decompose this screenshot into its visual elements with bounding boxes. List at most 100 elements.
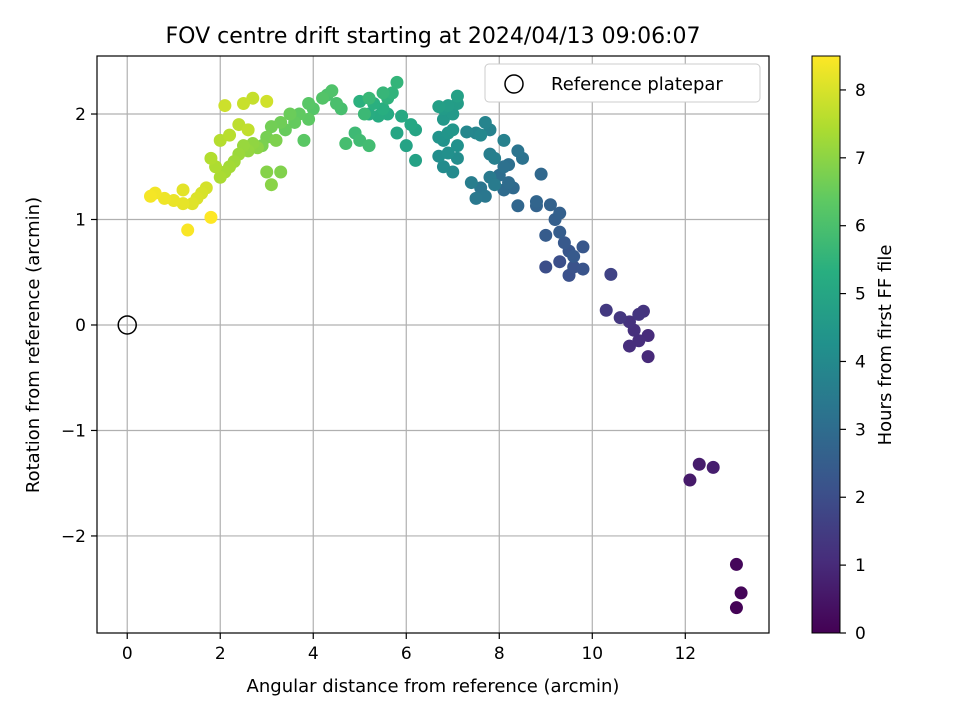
data-point (553, 255, 567, 269)
data-point (236, 96, 250, 110)
plot-frame (96, 55, 770, 634)
legend-marker-icon (504, 74, 524, 94)
x-tick-label: 10 (581, 644, 603, 664)
data-point (274, 165, 288, 179)
y-tick-label: 1 (75, 211, 86, 231)
data-point (260, 94, 274, 108)
data-point (511, 144, 525, 158)
data-point (339, 137, 353, 151)
data-point (692, 457, 706, 471)
colorbar-tick-label: 1 (855, 556, 866, 576)
data-point (604, 267, 618, 281)
data-point (450, 89, 464, 103)
x-tick-label: 12 (674, 644, 696, 664)
data-point (488, 151, 502, 165)
x-tick-label: 0 (122, 644, 133, 664)
data-point (460, 125, 474, 139)
colorbar-tick-label: 7 (855, 149, 866, 169)
legend: Reference platepar (484, 63, 761, 103)
data-point (181, 223, 195, 237)
colorbar-tick-label: 3 (855, 420, 866, 440)
data-point (185, 197, 199, 211)
data-point (539, 228, 553, 242)
data-point (488, 178, 502, 192)
data-point (269, 133, 283, 147)
data-point (553, 206, 567, 220)
data-point (362, 139, 376, 153)
y-tick-label: −1 (61, 421, 86, 441)
data-point (223, 128, 237, 142)
data-point (385, 86, 399, 100)
grid-lines (97, 56, 769, 633)
data-point (325, 84, 339, 98)
data-points (143, 75, 748, 615)
data-point (729, 601, 743, 615)
x-tick-label: 8 (494, 644, 505, 664)
data-point (567, 249, 581, 263)
chart-title: FOV centre drift starting at 2024/04/13 … (166, 24, 701, 49)
data-point (576, 262, 590, 276)
data-point (497, 160, 511, 174)
data-point (446, 123, 460, 137)
data-point (302, 96, 316, 110)
data-point (409, 153, 423, 167)
data-point (557, 236, 571, 250)
colorbar-tick-label: 5 (855, 285, 866, 305)
data-point (260, 165, 274, 179)
data-point (357, 107, 371, 121)
data-point (511, 199, 525, 213)
colorbar-label: Hours from first FF file (875, 245, 896, 446)
colorbar-tick-label: 6 (855, 217, 866, 237)
colorbar-tick-label: 0 (855, 624, 866, 644)
x-axis-ticks: 0 2 4 6 8 10 12 (122, 633, 696, 664)
data-point (632, 307, 646, 321)
x-tick-label: 2 (215, 644, 226, 664)
data-point (432, 100, 446, 114)
data-point (297, 133, 311, 147)
data-point (143, 189, 157, 203)
data-point (330, 96, 344, 110)
data-point (404, 118, 418, 132)
data-point (599, 303, 613, 317)
data-point (390, 75, 404, 89)
data-point (469, 191, 483, 205)
reference-marker (117, 315, 137, 335)
data-point (450, 139, 464, 153)
data-point (264, 178, 278, 192)
data-point (204, 210, 218, 224)
data-point (534, 167, 548, 181)
data-point (706, 460, 720, 474)
x-tick-label: 6 (401, 644, 412, 664)
data-point (622, 339, 636, 353)
data-point (729, 557, 743, 571)
data-point (613, 311, 627, 325)
data-point (474, 128, 488, 142)
y-tick-label: −2 (61, 527, 86, 547)
data-point (497, 133, 511, 147)
data-point (576, 240, 590, 254)
data-point (683, 473, 697, 487)
y-tick-label: 0 (75, 316, 86, 336)
data-point (441, 146, 455, 160)
y-tick-label: 2 (75, 105, 86, 125)
y-axis-label: Rotation from reference (arcmin) (23, 197, 44, 493)
colorbar-tick-label: 8 (855, 81, 866, 101)
data-point (734, 586, 748, 600)
data-point (204, 151, 218, 165)
legend-box (484, 63, 761, 103)
x-tick-label: 4 (308, 644, 319, 664)
data-point (641, 350, 655, 364)
colorbar-tick-label: 2 (855, 488, 866, 508)
data-point (464, 176, 478, 190)
data-point (436, 160, 450, 174)
data-point (553, 225, 567, 239)
data-point (362, 91, 376, 105)
data-point (218, 99, 232, 113)
colorbar-tick-label: 4 (855, 352, 866, 372)
data-point (529, 195, 543, 209)
data-point (390, 126, 404, 140)
data-point (502, 176, 516, 190)
data-point (539, 260, 553, 274)
